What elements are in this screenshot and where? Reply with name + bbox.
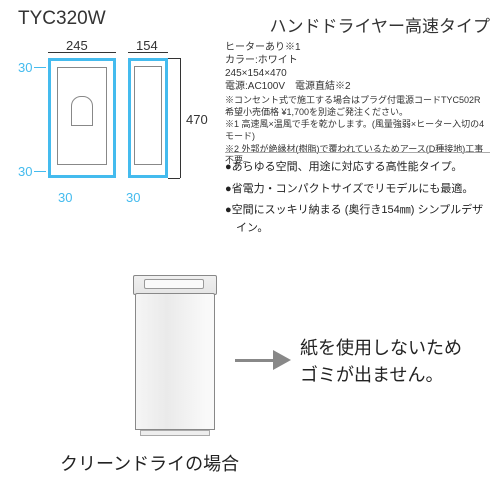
device-side-inner (134, 66, 162, 165)
lower-caption: クリーンドライの場合 (60, 450, 239, 476)
dryer-body (135, 293, 215, 430)
technical-drawing: 245 154 30 30 470 30 30 (18, 38, 218, 218)
dim-line (168, 58, 180, 59)
spec-note: ※コンセント式で施工する場合はプラグ付電源コードTYC502R 希望小売価格 ¥… (225, 95, 490, 118)
dim-clearance-bottom: 30 (18, 164, 32, 179)
dim-line (180, 58, 181, 178)
dim-floor-gap-side: 30 (126, 190, 140, 205)
dim-line (34, 171, 46, 172)
feature-bullet: 省電力・コンパクトサイズでリモデルにも最適。 (225, 181, 490, 199)
spec-note: ※1 高速風×温風で手を乾かします。(風量強弱×ヒーター入切の4モード) (225, 119, 490, 142)
benefit-text-line: 紙を使用しないため (300, 338, 462, 358)
spec-block: ハンドドライヤー高速タイプ ヒーターあり※1 カラー:ホワイト 245×154×… (225, 12, 490, 167)
device-front-handslot (71, 96, 93, 126)
dim-line (168, 178, 180, 179)
spec-line: 245×154×470 (225, 67, 490, 80)
arrow-right-icon (235, 350, 290, 370)
feature-bullets: あらゆる空間、用途に対応する高性能タイプ。 省電力・コンパクトサイズでリモデルに… (225, 152, 490, 241)
dim-line (34, 67, 46, 68)
spec-line: ヒーターあり※1 (225, 41, 490, 54)
lower-illustration: 紙を使用しないため ゴミが出ません。 クリーンドライの場合 (0, 265, 500, 475)
spec-title: ハンドドライヤー高速タイプ (225, 12, 490, 37)
spec-line: 電源:AC100V 電源直結※2 (225, 80, 490, 93)
dryer-slot (144, 279, 204, 289)
feature-bullet: あらゆる空間、用途に対応する高性能タイプ。 (225, 159, 490, 177)
dim-side-depth: 154 (136, 38, 158, 53)
device-front-outline (48, 58, 116, 178)
dim-clearance-top: 30 (18, 60, 32, 75)
benefit-text: 紙を使用しないため ゴミが出ません。 (300, 335, 462, 389)
dim-front-width: 245 (66, 38, 88, 53)
spec-line: カラー:ホワイト (225, 54, 490, 67)
model-number: TYC320W (18, 8, 106, 30)
feature-bullet: 空間にスッキリ納まる (奥行き154㎜) シンプルデザイン。 (225, 202, 490, 237)
dim-height: 470 (186, 112, 208, 127)
device-side-outline (128, 58, 168, 178)
dryer-top (133, 275, 217, 295)
dryer-unit-illustration (135, 275, 215, 430)
dim-floor-gap-front: 30 (58, 190, 72, 205)
benefit-text-line: ゴミが出ません。 (300, 365, 443, 385)
dryer-base (140, 430, 210, 436)
